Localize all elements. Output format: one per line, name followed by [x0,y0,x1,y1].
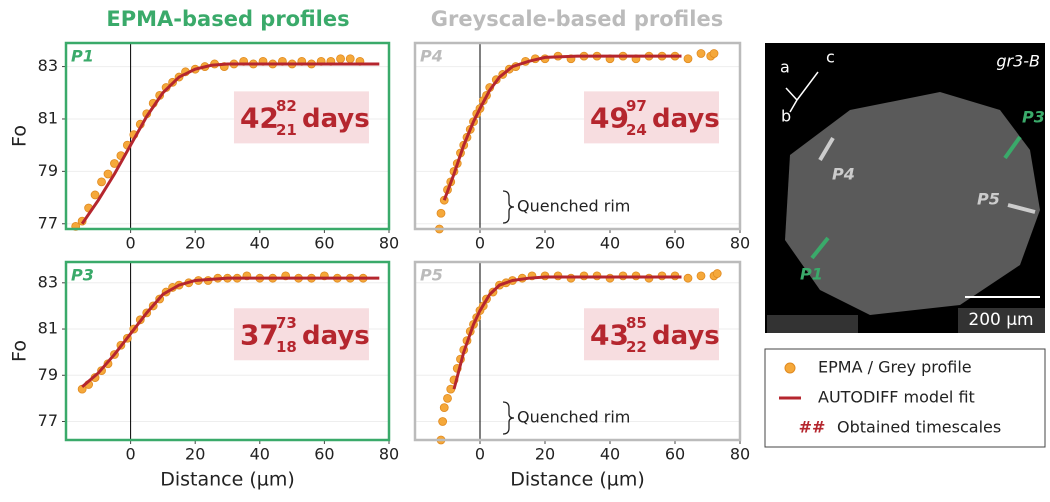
data-point [437,209,445,217]
data-point [104,170,112,178]
timescale-lower: 22 [626,338,647,356]
x-tick-label: 0 [475,445,485,464]
data-point [98,178,106,186]
y-tick-label: 79 [38,365,58,384]
timescale-upper: 82 [276,97,297,115]
legend-label: Obtained timescales [837,418,1001,437]
timescale-value: 37 [240,318,279,351]
y-tick-label: 77 [38,411,58,430]
axis-letter: c [826,48,835,67]
timescale-value: 43 [590,318,629,351]
x-tick-label: 0 [126,445,136,464]
y-tick-label: 79 [38,161,58,180]
y-tick-label: 81 [38,319,58,338]
image-bar [767,315,858,333]
heading: EPMA-based profiles [106,7,349,31]
x-tick-label: 80 [730,234,750,253]
y-axis-label: Fo [9,125,31,147]
data-point [346,55,354,63]
annotation: Quenched rim [517,408,630,427]
legend-label: AUTODIFF model fit [818,388,975,407]
x-tick-label: 80 [730,445,750,464]
legend-marker [785,363,795,373]
data-point [337,55,345,63]
x-tick-label: 20 [535,445,555,464]
x-axis-label: Distance (µm) [160,469,295,491]
x-tick-label: 60 [665,445,685,464]
x-tick-label: 60 [665,234,685,253]
image-label: gr3-B [996,52,1040,71]
data-point [713,270,721,278]
timescale-value: 42 [240,101,279,134]
data-point [91,191,99,199]
panel-label: P4 [420,47,443,66]
profile-label: P5 [977,190,1000,209]
panel-label: P3 [71,266,94,285]
profile-label: P3 [1022,108,1045,127]
timescale-upper: 85 [626,314,647,332]
x-tick-label: 60 [314,234,334,253]
figure: EPMA-based profiles Greyscale-based prof… [0,0,1050,502]
timescale-unit: days [302,104,370,134]
axis-letter: a [780,58,790,77]
timescale-unit: days [652,321,720,351]
x-tick-label: 40 [600,234,620,253]
timescale-lower: 18 [276,338,297,356]
panel-label: P1 [71,47,94,66]
data-point [697,49,705,57]
data-point [697,272,705,280]
timescale-upper: 73 [276,314,297,332]
data-point [684,274,692,282]
y-tick-label: 77 [38,213,58,232]
x-tick-label: 60 [314,445,334,464]
timescale-lower: 24 [626,121,647,139]
panel-label: P5 [420,266,443,285]
axis-letter: b [781,107,791,126]
x-tick-label: 20 [185,445,205,464]
x-tick-label: 40 [250,234,270,253]
data-point [444,394,452,402]
data-point [684,55,692,63]
data-point [440,404,448,412]
x-tick-label: 20 [185,234,205,253]
annotation: Quenched rim [517,197,630,216]
x-tick-label: 40 [250,445,270,464]
profile-label: P1 [800,265,823,284]
data-point [439,418,447,426]
y-tick-label: 81 [38,108,58,127]
legend-label: EPMA / Grey profile [818,358,972,377]
scale-label: 200 µm [968,310,1033,330]
data-point [710,49,718,57]
y-axis-label: Fo [9,340,31,362]
x-tick-label: 20 [535,234,555,253]
heading: Greyscale-based profiles [431,7,723,31]
timescale-unit: days [652,104,720,134]
legend-symbol: ## [799,418,826,437]
x-tick-label: 0 [126,234,136,253]
x-tick-label: 80 [379,234,399,253]
x-axis-label: Distance (µm) [510,469,645,491]
x-tick-label: 80 [379,445,399,464]
timescale-lower: 21 [276,121,297,139]
profile-label: P4 [832,165,855,184]
x-tick-label: 0 [475,234,485,253]
y-tick-label: 83 [38,272,58,291]
grain-image: P1 P3 P4 P5 gr3-B a b c 200 µm [765,43,1045,333]
timescale-value: 49 [590,101,629,134]
timescale-unit: days [302,321,370,351]
timescale-upper: 97 [626,97,647,115]
x-tick-label: 40 [600,445,620,464]
y-tick-label: 83 [38,56,58,75]
